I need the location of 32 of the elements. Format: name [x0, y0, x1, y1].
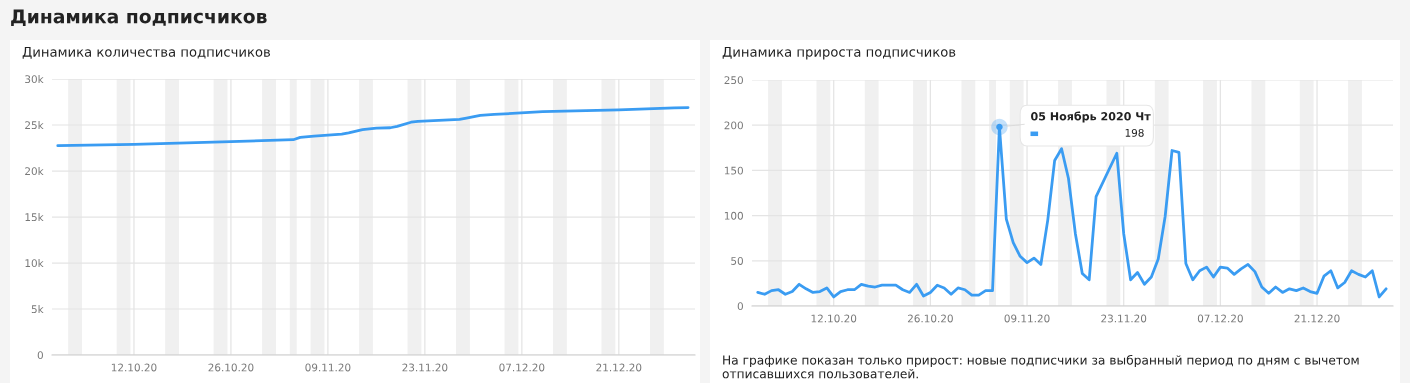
y-tick-label: 15k — [25, 213, 44, 222]
x-tick-label: 12.10.20 — [811, 314, 857, 323]
y-tick-label: 150 — [724, 166, 743, 175]
x-tick-label: 23.11.20 — [1101, 314, 1147, 323]
chart-title: Динамика прироста подписчиков — [722, 47, 956, 60]
y-tick-label: 200 — [724, 121, 743, 130]
y-tick-label: 5k — [31, 305, 44, 314]
y-tick-label: 0 — [737, 302, 743, 311]
y-tick-label: 50 — [731, 257, 743, 265]
y-tick-label: 30k — [25, 75, 44, 84]
x-tick-label: 21.12.20 — [596, 363, 642, 372]
x-tick-label: 26.10.20 — [907, 314, 953, 323]
text: На графике показан только прирост: новые подписчики за выбранный период по дням с вычетом отписавшихся пользователей. — [722, 355, 1359, 379]
x-tick-label: 07.12.20 — [499, 363, 545, 372]
y-tick-label: 0 — [37, 351, 43, 360]
y-tick-label: 250 — [724, 76, 743, 85]
y-tick-label: 100 — [724, 211, 743, 220]
x-tick-label: 21.12.20 — [1294, 314, 1340, 323]
text: Динамика подписчиков — [11, 9, 267, 27]
annotation: 05 Ноябрь 2020 Чт — [1031, 111, 1151, 123]
x-tick-label: 12.10.20 — [111, 363, 157, 372]
x-tick-label: 23.11.20 — [402, 363, 448, 372]
chart-title: Динамика количества подписчиков — [22, 47, 271, 59]
line-series — [56, 106, 690, 148]
y-tick-label: 10k — [25, 259, 44, 268]
x-tick-label: 09.11.20 — [1004, 314, 1050, 323]
y-tick-label: 20k — [25, 167, 44, 176]
annotation: 198 — [1125, 128, 1144, 137]
x-tick-label: 07.12.20 — [1197, 314, 1243, 323]
x-tick-label: 09.11.20 — [305, 363, 351, 372]
y-tick-label: 25k — [25, 121, 44, 130]
x-tick-label: 26.10.20 — [208, 363, 254, 372]
